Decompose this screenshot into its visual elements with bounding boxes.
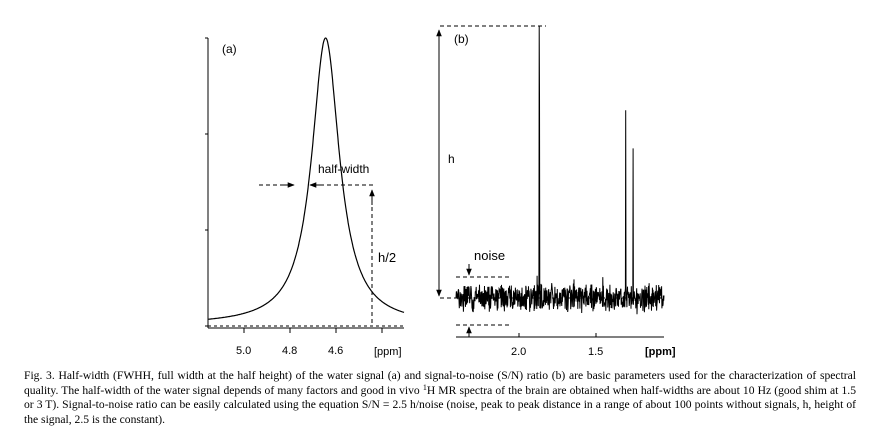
panel-b-h-label: h <box>448 152 455 166</box>
panel-a-h2-label: h/2 <box>378 250 396 265</box>
panel-a-x-tick-label: 4.6 <box>328 345 343 357</box>
panel-a-x-unit: [ppm] <box>374 346 402 358</box>
panel-b-x-unit: [ppm] <box>645 346 676 358</box>
figure: 5.0 4.8 4.6 [ppm] (a) half-width h/2 (b)… <box>205 25 676 358</box>
panel-a-x-tick-label: 4.8 <box>282 345 297 357</box>
panel-b-label: (b) <box>454 32 469 46</box>
caption-text-part1: Fig. 3. Half-width (FWHH, full width at … <box>24 369 856 397</box>
panel-b-x-tick-label: 2.0 <box>511 346 526 358</box>
panel-a-half-width-label: half-width <box>318 162 369 176</box>
caption-superscript: 1 <box>422 382 427 392</box>
panel-a: 5.0 4.8 4.6 [ppm] (a) half-width h/2 <box>205 37 405 358</box>
caption-text-part2: H MR spectra of the brain are obtained w… <box>24 383 856 426</box>
panel-a-label: (a) <box>222 42 237 56</box>
panel-b-spectrum <box>455 25 665 315</box>
panel-a-water-peak <box>207 37 405 320</box>
panel-b: (b) h noise 2.0 1.5 [ppm] <box>436 25 676 358</box>
panel-b-x-tick-label: 1.5 <box>588 346 603 358</box>
figure-caption: Fig. 3. Half-width (FWHH, full width at … <box>24 369 856 427</box>
panel-b-noise-label: noise <box>474 248 505 263</box>
panel-a-x-tick-label: 5.0 <box>236 345 251 357</box>
